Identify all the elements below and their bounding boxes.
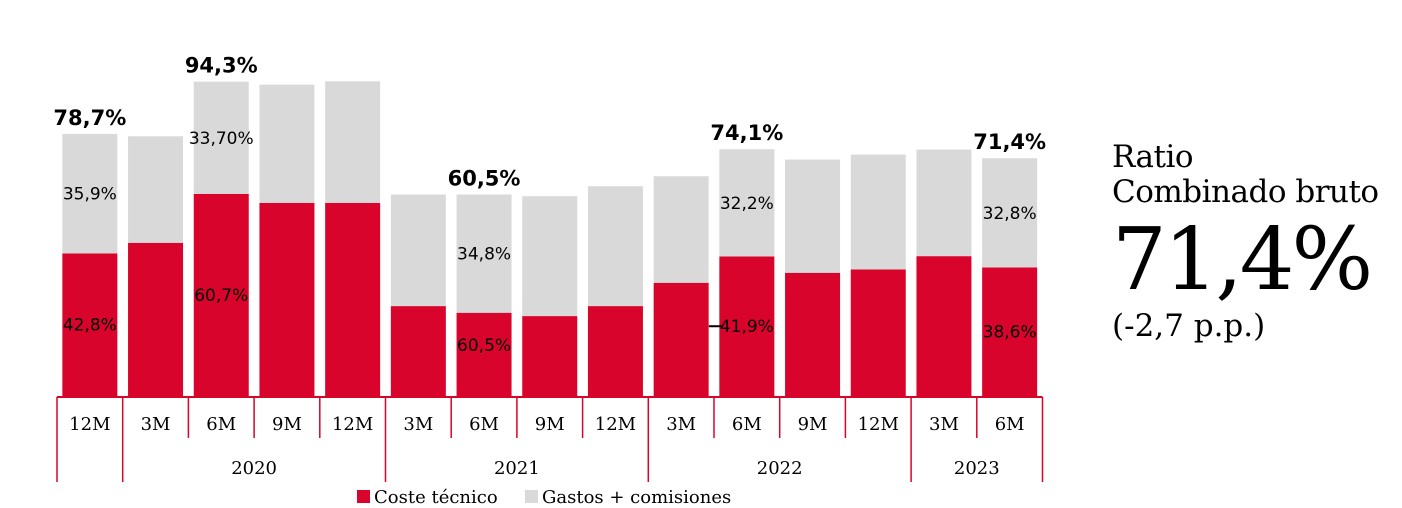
gastos-label: 32,8% bbox=[983, 204, 1037, 224]
bar-gastos-comisiones bbox=[850, 154, 906, 270]
x-tick-label: 3M bbox=[929, 414, 959, 435]
kpi-panel: Ratio Combinado bruto 71,4% (-2,7 p.p.) bbox=[1112, 139, 1397, 345]
bar-coste-tecnico bbox=[259, 202, 315, 396]
kpi-value: 71,4% bbox=[1112, 210, 1373, 310]
total-label: 94,3% bbox=[185, 54, 258, 78]
legend-swatch-coste bbox=[357, 490, 370, 503]
legend-label-gastos: Gastos + comisiones bbox=[542, 487, 731, 508]
bar-coste-tecnico bbox=[850, 269, 906, 396]
coste-label: 38,6% bbox=[983, 323, 1037, 343]
gastos-label: 33,70% bbox=[189, 129, 254, 149]
total-label: 71,4% bbox=[973, 130, 1046, 154]
year-label: 2022 bbox=[757, 458, 803, 479]
bar-coste-tecnico bbox=[456, 312, 512, 396]
bar-gastos-comisiones bbox=[259, 84, 315, 203]
x-tick-label: 3M bbox=[666, 414, 696, 435]
bar-gastos-comisiones bbox=[982, 158, 1038, 268]
coste-label: 60,5% bbox=[457, 336, 511, 356]
bar-coste-tecnico bbox=[653, 282, 709, 396]
bar-gastos-comisiones bbox=[456, 194, 512, 313]
bar-coste-tecnico bbox=[719, 256, 775, 396]
x-tick-label: 3M bbox=[403, 414, 433, 435]
bar-gastos-comisiones bbox=[390, 194, 446, 307]
bar-gastos-comisiones bbox=[325, 81, 381, 203]
x-tick-label: 9M bbox=[535, 414, 565, 435]
coste-label: 42,8% bbox=[63, 316, 117, 336]
bar-gastos-comisiones bbox=[587, 186, 643, 307]
bar-gastos-comisiones bbox=[785, 159, 841, 273]
year-label: 2023 bbox=[954, 458, 1000, 479]
gastos-label: 32,2% bbox=[720, 194, 774, 214]
x-tick-label: 6M bbox=[469, 414, 499, 435]
bar-coste-tecnico bbox=[982, 267, 1038, 396]
kpi-change: (-2,7 p.p.) bbox=[1112, 308, 1266, 344]
year-label: 2021 bbox=[494, 458, 540, 479]
gastos-label: 35,9% bbox=[63, 185, 117, 205]
stacked-bar-chart: 78,7% 35,9% 42,8% 94,3% 33,70% 60,7% 60,5% 34,8… bbox=[53, 54, 1046, 508]
bar-coste-tecnico bbox=[587, 306, 643, 396]
bar-coste-tecnico bbox=[128, 242, 184, 396]
x-tick-label: 12M bbox=[332, 414, 373, 435]
bar-coste-tecnico bbox=[325, 202, 381, 396]
x-tick-label: 9M bbox=[272, 414, 302, 435]
gastos-label: 34,8% bbox=[457, 245, 511, 265]
total-label: 60,5% bbox=[448, 167, 521, 191]
bar-coste-tecnico bbox=[916, 256, 972, 396]
x-tick-label: 9M bbox=[798, 414, 828, 435]
bar-gastos-comisiones bbox=[128, 136, 184, 243]
bar-gastos-comisiones bbox=[62, 133, 118, 254]
x-tick-label: 3M bbox=[141, 414, 171, 435]
bar-gastos-comisiones bbox=[193, 81, 249, 194]
x-tick-label: 6M bbox=[206, 414, 236, 435]
x-tick-label: 12M bbox=[858, 414, 899, 435]
x-tick-label: 12M bbox=[595, 414, 636, 435]
bar-gastos-comisiones bbox=[522, 196, 578, 317]
total-label: 78,7% bbox=[53, 106, 126, 130]
bar-gastos-comisiones bbox=[916, 149, 972, 257]
legend-swatch-gastos bbox=[525, 490, 538, 503]
bar-gastos-comisiones bbox=[719, 149, 775, 257]
x-tick-label: 6M bbox=[732, 414, 762, 435]
bar-coste-tecnico bbox=[62, 253, 118, 396]
x-tick-label: 6M bbox=[995, 414, 1025, 435]
bar-coste-tecnico bbox=[193, 193, 249, 396]
bar-gastos-comisiones bbox=[653, 176, 709, 283]
x-tick-label: 12M bbox=[69, 414, 110, 435]
bar-coste-tecnico bbox=[522, 316, 578, 396]
coste-label: 41,9% bbox=[720, 317, 774, 337]
bar-coste-tecnico bbox=[785, 272, 841, 396]
kpi-title-line1: Ratio bbox=[1112, 139, 1194, 175]
bar-coste-tecnico bbox=[390, 306, 446, 396]
legend-label-coste: Coste técnico bbox=[374, 487, 498, 508]
coste-label: 60,7% bbox=[194, 286, 248, 306]
kpi-title-line2: Combinado bruto bbox=[1112, 174, 1379, 210]
total-label: 74,1% bbox=[710, 121, 783, 145]
year-label: 2020 bbox=[231, 458, 277, 479]
